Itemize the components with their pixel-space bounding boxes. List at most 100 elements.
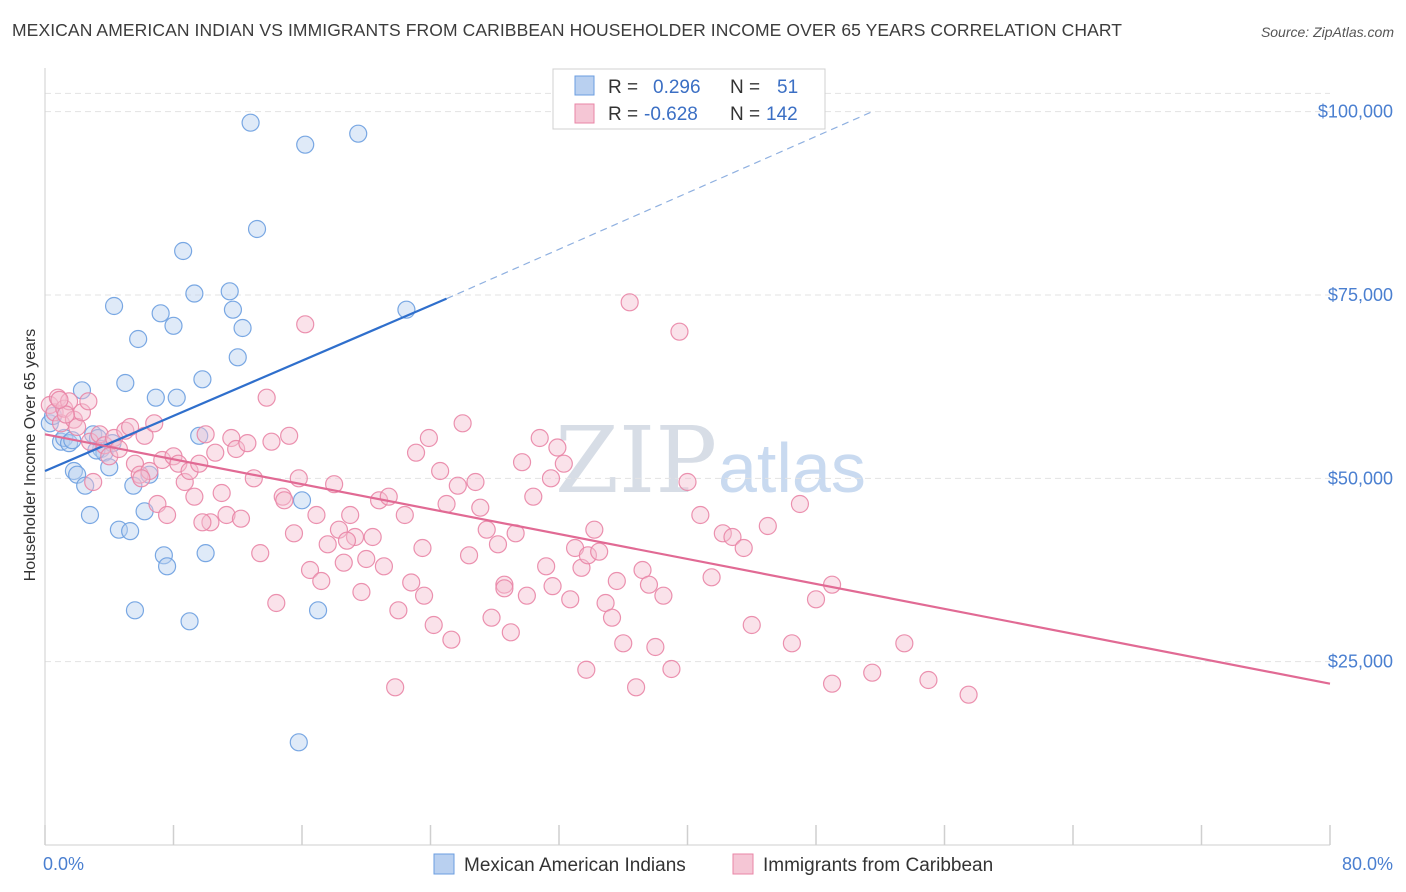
caribbean-point-134 [414,586,434,605]
caribbean-point-139 [79,392,98,411]
legend-r-label-2: R = [608,104,638,125]
caribbean-point-75 [437,494,456,514]
trend-line-mexican-american-indians [44,297,447,473]
caribbean-point-125 [822,575,842,594]
legend-swatch-pink [574,103,595,124]
caribbean-point-112 [662,659,681,679]
legend-n-value-2: 142 [766,104,798,125]
caribbean-point-25 [157,505,177,525]
correlation-legend: R = 0.296 N = 51 R = -0.628 N = 142 [552,68,826,130]
mexican-american-indian-point-35 [196,544,215,563]
caribbean-point-96 [561,590,580,609]
caribbean-point-94 [548,438,567,457]
x-tick-labels: 0.0% 80.0% [43,854,1393,874]
legend-swatch-blue [574,75,595,96]
caribbean-point-40 [238,434,257,453]
caribbean-point-116 [702,568,721,587]
mexican-american-indian-point-29 [167,388,186,407]
caribbean-point-138 [132,469,151,488]
caribbean-point-133 [959,685,978,704]
caribbean-point-80 [466,472,485,492]
legend-n-value-1: 51 [777,77,798,98]
caribbean-point-105 [614,634,633,653]
caribbean-point-84 [488,535,508,554]
mexican-american-indian-point-27 [157,557,177,576]
caribbean-point-36 [217,505,236,525]
caribbean-point-100 [585,520,604,539]
caribbean-point-114 [678,472,697,492]
caribbean-point-76 [442,630,461,649]
mexican-american-indian-point-36 [220,282,239,301]
caribbean-point-90 [524,487,543,506]
caribbean-point-129 [822,674,842,693]
caribbean-point-124 [806,590,826,609]
mexican-american-indian-point-37 [223,300,243,319]
mexican-american-indian-point-32 [185,284,204,303]
bottom-legend-label-pink: Immigrants from Caribbean [763,855,993,876]
caribbean-point-107 [626,678,646,697]
mexican-american-indian-point-24 [146,388,165,407]
y-tick-labels: $25,000 $50,000 $75,000 $100,000 [1318,102,1393,672]
y-axis-label: Householder Income Over 65 years [22,329,39,582]
bottom-legend-swatch-pink [732,853,754,875]
mexican-american-indian-point-31 [180,612,199,631]
caribbean-point-28 [175,472,194,492]
y-tick-label-1: $50,000 [1328,468,1393,488]
caribbean-point-91 [530,428,549,448]
caribbean-point-67 [389,601,408,620]
mexican-american-indian-point-44 [296,135,315,154]
caribbean-point-35 [212,483,231,503]
x-tick-label-max: 80.0% [1342,854,1393,874]
caribbean-point-62 [363,527,382,547]
mexican-american-indian-point-43 [292,491,312,510]
watermark: ZIP atlas [555,407,866,514]
mexican-american-indian-point-39 [233,318,252,338]
mexican-american-indian-point-18 [116,373,135,393]
caribbean-point-89 [517,586,536,605]
caribbean-point-61 [357,549,376,569]
caribbean-point-10 [84,472,103,492]
caribbean-point-88 [512,453,532,472]
caribbean-point-82 [477,520,496,539]
caribbean-point-106 [620,293,639,312]
caribbean-point-110 [646,637,665,657]
caribbean-point-7 [68,417,87,437]
caribbean-point-92 [537,557,556,576]
bottom-legend-swatch-blue [433,853,455,875]
mexican-american-indian-point-10 [80,505,100,525]
caribbean-point-131 [895,634,914,653]
x-tick-label-min: 0.0% [43,854,84,874]
caribbean-point-55 [325,475,344,494]
caribbean-point-132 [919,670,938,690]
mexican-american-indian-point-8 [72,381,92,400]
mexican-american-indian-point-25 [151,304,170,323]
caribbean-point-104 [607,571,626,591]
chart-source: Source: ZipAtlas.com [1260,24,1394,40]
legend-box [552,68,826,130]
caribbean-point-113 [670,322,689,341]
caribbean-point-66 [386,678,405,697]
trend-extension-mexican-american-indians [446,111,873,300]
legend-r-value-1: 0.296 [653,77,701,98]
y-tick-label-0: $25,000 [1328,652,1393,672]
caribbean-point-77 [448,476,467,495]
caribbean-point-127 [543,577,562,596]
mexican-american-indian-point-30 [174,241,193,261]
caribbean-point-48 [284,524,304,543]
bottom-legend-label-blue: Mexican American Indians [464,855,686,876]
mexican-american-indian-point-34 [193,370,212,389]
mexican-american-indian-point-41 [247,219,267,239]
trend-line-immigrants-from-caribbean [44,433,1331,685]
caribbean-point-71 [413,538,432,558]
caribbean-point-135 [337,531,357,550]
chart-title: MEXICAN AMERICAN INDIAN VS IMMIGRANTS FR… [12,20,1123,40]
caribbean-point-130 [863,663,882,682]
caribbean-point-60 [352,582,371,602]
caribbean-point-137 [193,513,212,532]
caribbean-point-51 [300,560,320,580]
caribbean-point-111 [654,586,673,605]
mexican-american-indian-point-26 [154,546,173,565]
caribbean-point-136 [275,491,294,510]
trend-lines [44,111,1331,685]
caribbean-point-99 [578,546,598,565]
